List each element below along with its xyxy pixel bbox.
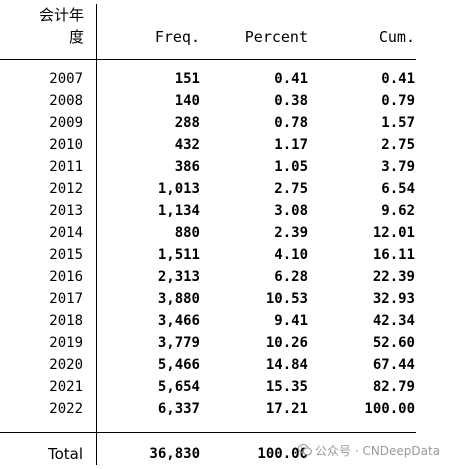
percent-cell: 0.41: [274, 71, 308, 87]
cum-cell: 67.44: [372, 357, 415, 373]
percent-header: Percent: [244, 28, 308, 46]
cum-cell: 12.01: [372, 225, 415, 241]
total-label: Total: [47, 445, 83, 463]
cum-cell: 100.00: [364, 401, 415, 417]
table-row: 2010 432 1.17 2.75: [0, 134, 461, 156]
percent-cell: 2.39: [274, 225, 308, 241]
cum-cell: 16.11: [372, 247, 415, 263]
table-row: 2018 3,466 9.41 42.34: [0, 310, 461, 332]
percent-cell: 3.08: [274, 203, 308, 219]
freq-cell: 1,013: [157, 181, 200, 197]
table-row: 2021 5,654 15.35 82.79: [0, 376, 461, 398]
percent-cell: 9.41: [274, 313, 308, 329]
year-cell: 2011: [49, 159, 83, 175]
freq-cell: 151: [174, 71, 200, 87]
cum-cell: 6.54: [381, 181, 415, 197]
percent-cell: 1.17: [274, 137, 308, 153]
cum-header: Cum.: [378, 28, 415, 46]
year-cell: 2021: [49, 379, 83, 395]
table-row: 2012 1,013 2.75 6.54: [0, 178, 461, 200]
year-cell: 2009: [49, 115, 83, 131]
year-cell: 2014: [49, 225, 83, 241]
cum-cell: 22.39: [372, 269, 415, 285]
wechat-icon: [298, 444, 312, 456]
freq-cell: 386: [174, 159, 200, 175]
cum-cell: 0.79: [381, 93, 415, 109]
table-row: 2009 288 0.78 1.57: [0, 112, 461, 134]
year-cell: 2007: [49, 71, 83, 87]
cum-cell: 42.34: [372, 313, 415, 329]
watermark: 公众号 · CNDeepData: [298, 441, 440, 461]
percent-cell: 15.35: [265, 379, 308, 395]
cum-cell: 9.62: [381, 203, 415, 219]
cum-cell: 32.93: [372, 291, 415, 307]
year-cell: 2022: [49, 401, 83, 417]
cum-cell: 1.57: [381, 115, 415, 131]
percent-cell: 10.26: [265, 335, 308, 351]
table-row: 2020 5,466 14.84 67.44: [0, 354, 461, 376]
percent-cell: 0.38: [274, 93, 308, 109]
freq-cell: 1,134: [157, 203, 200, 219]
cum-cell: 3.79: [381, 159, 415, 175]
percent-cell: 6.28: [274, 269, 308, 285]
freq-cell: 5,654: [157, 379, 200, 395]
year-cell: 2017: [49, 291, 83, 307]
table-row: 2016 2,313 6.28 22.39: [0, 266, 461, 288]
variable-header: 会计年 度: [0, 4, 84, 48]
freq-cell: 3,466: [157, 313, 200, 329]
freq-cell: 6,337: [157, 401, 200, 417]
freq-header: Freq.: [154, 28, 200, 46]
percent-cell: 2.75: [274, 181, 308, 197]
year-cell: 2020: [49, 357, 83, 373]
total-percent: 100.00: [257, 446, 308, 462]
table-row: 2022 6,337 17.21 100.00: [0, 398, 461, 420]
percent-cell: 4.10: [274, 247, 308, 263]
total-freq: 36,830: [149, 446, 200, 462]
year-cell: 2016: [49, 269, 83, 285]
year-cell: 2012: [49, 181, 83, 197]
percent-cell: 10.53: [265, 291, 308, 307]
freq-cell: 140: [174, 93, 200, 109]
table-row: 2007 151 0.41 0.41: [0, 68, 461, 90]
table-row: 2019 3,779 10.26 52.60: [0, 332, 461, 354]
cum-cell: 52.60: [372, 335, 415, 351]
table-row: 2013 1,134 3.08 9.62: [0, 200, 461, 222]
table-row: 2017 3,880 10.53 32.93: [0, 288, 461, 310]
percent-cell: 17.21: [265, 401, 308, 417]
percent-cell: 0.78: [274, 115, 308, 131]
freq-cell: 5,466: [157, 357, 200, 373]
header-rule: [0, 59, 416, 60]
percent-cell: 1.05: [274, 159, 308, 175]
table-row: 2014 880 2.39 12.01: [0, 222, 461, 244]
cum-cell: 0.41: [381, 71, 415, 87]
column-divider: [96, 4, 97, 465]
year-cell: 2019: [49, 335, 83, 351]
freq-cell: 2,313: [157, 269, 200, 285]
table-row: 2015 1,511 4.10 16.11: [0, 244, 461, 266]
cum-cell: 82.79: [372, 379, 415, 395]
table-row: 2008 140 0.38 0.79: [0, 90, 461, 112]
freq-cell: 432: [174, 137, 200, 153]
freq-cell: 3,880: [157, 291, 200, 307]
year-cell: 2010: [49, 137, 83, 153]
cum-cell: 2.75: [381, 137, 415, 153]
freq-cell: 3,779: [157, 335, 200, 351]
total-rule: [0, 432, 416, 433]
total-row: Total 36,830 100.00: [0, 443, 461, 465]
variable-header-line-1: 会计年: [38, 6, 84, 24]
variable-header-line-2: 度: [68, 28, 84, 46]
year-cell: 2015: [49, 247, 83, 263]
freq-cell: 880: [174, 225, 200, 241]
table-row: 2011 386 1.05 3.79: [0, 156, 461, 178]
freq-cell: 1,511: [157, 247, 200, 263]
year-cell: 2013: [49, 203, 83, 219]
percent-cell: 14.84: [265, 357, 308, 373]
year-cell: 2018: [49, 313, 83, 329]
freq-cell: 288: [174, 115, 200, 131]
year-cell: 2008: [49, 93, 83, 109]
watermark-text: 公众号 · CNDeepData: [315, 444, 441, 458]
